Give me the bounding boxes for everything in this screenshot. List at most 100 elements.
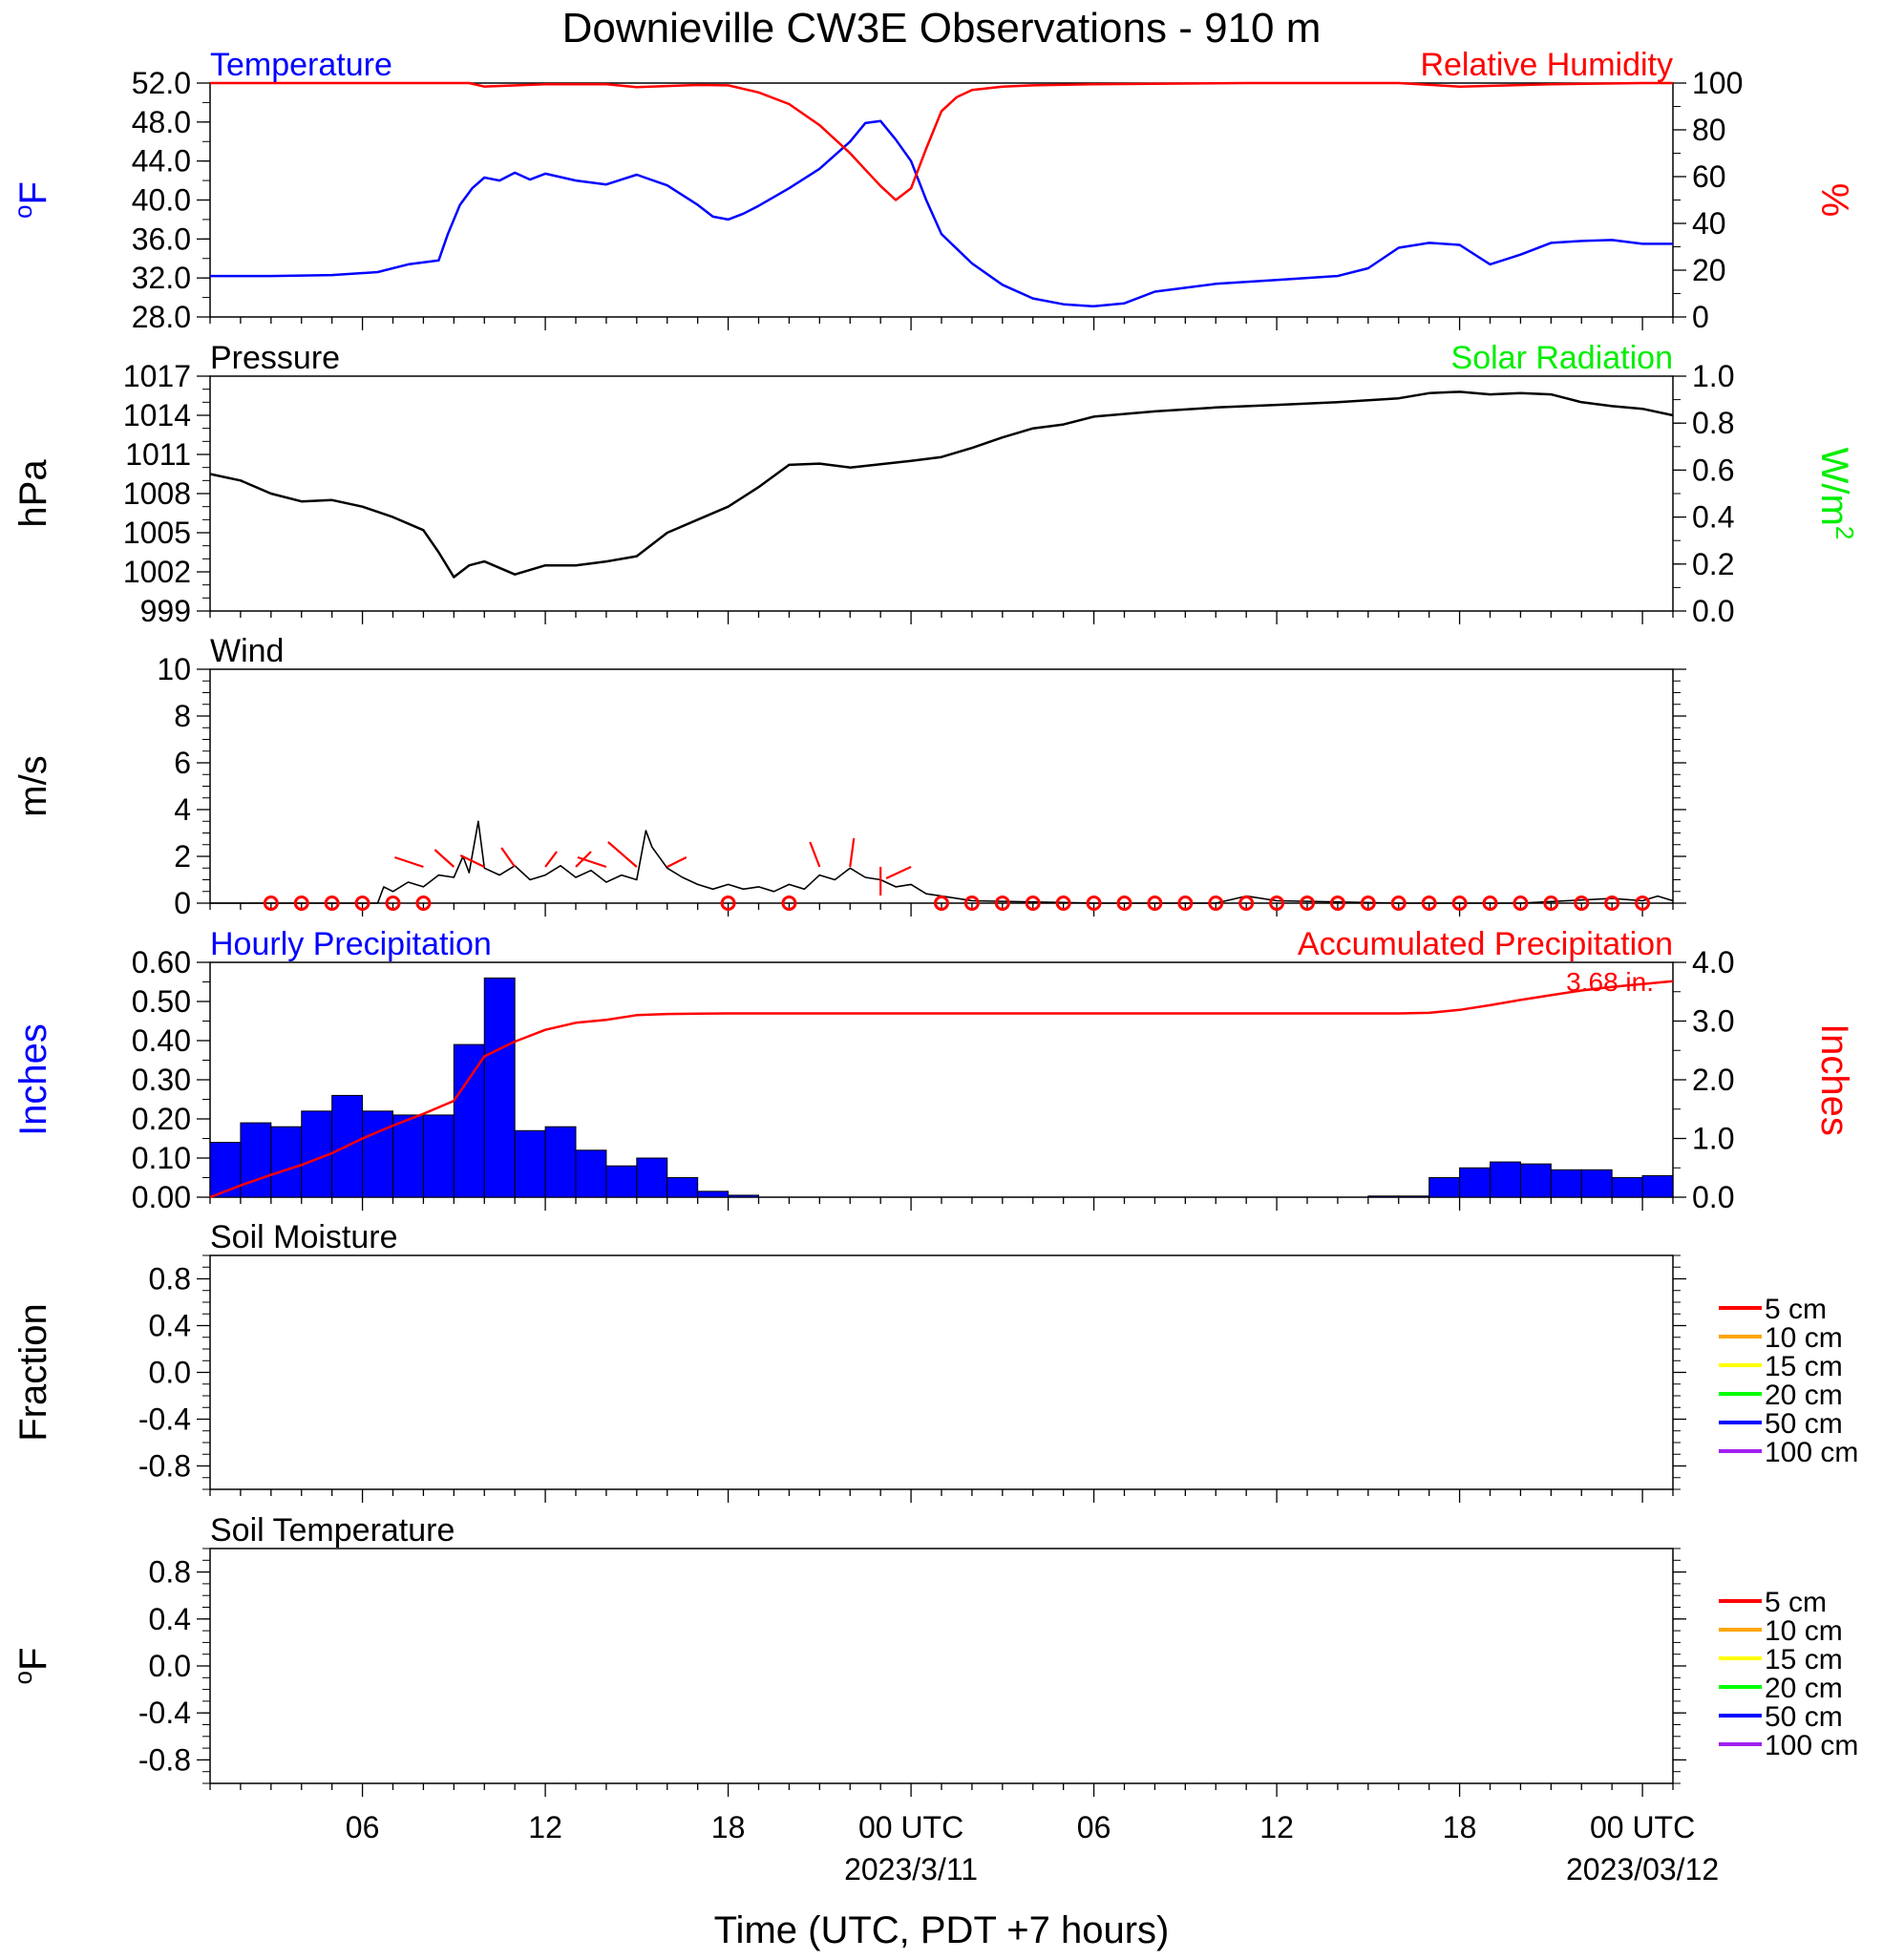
y-tick-label-left: -0.4 [138,1402,191,1437]
y-tick-label-left: 0.40 [132,1023,191,1058]
calm-wind-marker [1360,896,1376,911]
y-tick-label-left: 10 [157,652,191,686]
legend-label: 15 cm [1765,1351,1843,1382]
panel-wind: Wind 0 2 4 6 8 10 m/s [12,633,1686,920]
y-tick-label-right: 100 [1692,66,1743,100]
x-tick-label: 18 [1443,1810,1477,1844]
y-tick-label-left: 0.10 [132,1141,191,1175]
x-tick-label: 00 UTC [1590,1810,1695,1844]
panel-title-right: Relative Humidity [1420,47,1673,83]
y-tick-label-left: 0.0 [149,1356,191,1390]
calm-wind-marker [1086,896,1102,911]
y-tick-label-right: 0.6 [1692,453,1734,487]
hourly-precip-bar [514,1129,546,1198]
y-tick-label-right: 60 [1692,159,1726,194]
x-tick-label: 18 [711,1810,746,1844]
y-tick-label-left: 40.0 [132,183,191,218]
x-axis: 06 12 18 00 UTC 06 12 18 00 UTC 2023/3/11 2023/03… [346,1810,1719,1886]
y-tick-label-left: -0.4 [138,1696,191,1730]
panel-title-left: Temperature [210,47,392,83]
legend-label: 15 cm [1765,1644,1843,1675]
calm-wind-marker [1208,896,1224,911]
hourly-precip-bar [392,1114,424,1198]
legend-label: 5 cm [1765,1587,1827,1618]
hourly-precip-bar [240,1122,272,1198]
accumulated-total-annotation: 3.68 in. [1566,967,1654,997]
y-tick-label-left: 6 [174,746,191,780]
plot-frame [209,1548,1674,1784]
plot-frame [209,1254,1674,1490]
x-tick-label: 12 [528,1810,562,1844]
panel-title-right: Solar Radiation [1451,340,1673,376]
calm-wind-marker [1116,896,1132,911]
hourly-precip-bar [270,1126,303,1198]
x-tick-label: 00 UTC [858,1810,963,1844]
panel-precipitation: Hourly Precipitation Accumulated Precipit… [12,926,1855,1214]
y-tick-label-left: 1008 [123,476,191,511]
panel-temperature-humidity: Temperature Relative Humidity 28.0 32.0 36.0… [9,47,1855,334]
wind-barb [394,855,424,869]
x-tick-label: 06 [1077,1810,1111,1844]
y-tick-label-right: 0 [1692,300,1709,334]
panel-soil-moisture: Soil Moisture -0.8 -0.4 0.0 0.4 0.8 Fraction 5 … [12,1219,1858,1503]
y-tick-label-left: 52.0 [132,66,191,100]
calm-wind-marker [994,896,1010,911]
panel-title-left: Soil Temperature [210,1512,455,1549]
y-tick-label-right: 0.4 [1692,500,1734,535]
hourly-precip-bar [483,977,516,1198]
hourly-precip-bar [666,1177,699,1198]
legend-label: 10 cm [1765,1322,1843,1354]
panel-title-left: Hourly Precipitation [210,926,492,962]
y-tick-label-left: 0.60 [132,945,191,980]
hourly-precip-bar [209,1142,242,1198]
calm-wind-marker [293,896,309,911]
calm-wind-marker [1451,896,1468,911]
y-tick-label-left: 1002 [123,555,191,589]
calm-wind-marker [1421,896,1437,911]
y-tick-label-left: 2 [174,839,191,874]
y-tick-label-right: 4.0 [1692,945,1734,980]
y-tick-label-right: 1.0 [1692,1122,1734,1156]
panel-title-right: Accumulated Precipitation [1298,926,1673,962]
y-tick-label-left: -0.8 [138,1449,191,1484]
y-tick-label-left: 48.0 [132,105,191,139]
y-tick-label-left: 8 [174,699,191,733]
hourly-precip-bar [1459,1167,1492,1198]
calm-wind-marker [1147,896,1163,911]
y-axis-unit-left: hPa [12,459,54,528]
calm-wind-marker [1177,896,1194,911]
y-tick-label-left: 1011 [125,437,191,472]
calm-wind-marker [1025,896,1041,911]
hourly-precip-bar [422,1114,455,1198]
y-axis-unit-left: Fraction [12,1303,54,1442]
hourly-precip-bar [362,1110,394,1198]
legend-label: 100 cm [1765,1437,1858,1468]
x-tick-label: 06 [346,1810,380,1844]
y-tick-label-left: 0 [174,886,191,920]
y-tick-label-right: 0.0 [1692,594,1734,628]
y-tick-label-left: 4 [174,792,191,827]
calm-wind-marker [324,896,340,911]
wind-barb [666,856,688,868]
x-axis-label: Time (UTC, PDT +7 hours) [714,1909,1170,1951]
hourly-precip-bar [1550,1169,1582,1198]
wind-barb [434,849,455,868]
hourly-precip-bar [697,1191,730,1198]
calm-wind-marker [1604,896,1620,911]
x-date-label: 2023/03/12 [1566,1852,1719,1886]
hourly-precip-bar [1398,1195,1430,1198]
y-tick-label-left: 0.0 [149,1649,191,1683]
y-tick-label-right: 0.2 [1692,547,1734,581]
calm-wind-marker [963,896,980,911]
hourly-precip-bar [1580,1169,1613,1198]
y-tick-label-left: 0.20 [132,1102,191,1136]
pressure-line [209,390,1674,579]
calm-wind-marker [1574,896,1590,911]
hourly-precip-bar [1611,1177,1643,1198]
calm-wind-marker [1269,896,1285,911]
wind-barb [544,851,558,868]
wind-barb [459,854,485,868]
panels: Temperature Relative Humidity 28.0 32.0 36.0… [9,47,1859,1797]
